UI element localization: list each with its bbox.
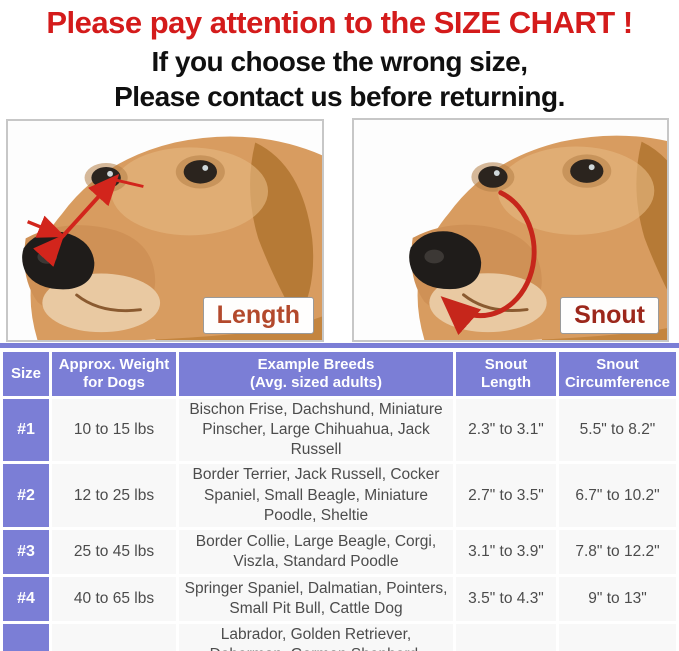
length-measurement-photo: Length	[6, 119, 324, 342]
cell-size: #1	[3, 399, 49, 462]
table-row: #2 12 to 25 lbs Border Terrier, Jack Rus…	[3, 464, 676, 527]
cell-breeds: Springer Spaniel, Dalmatian, Pointers, S…	[179, 576, 453, 621]
col-header-label: Size	[10, 365, 41, 383]
cell-snout-circumference: 5.5" to 8.2"	[559, 399, 676, 462]
dog-head-illustration	[8, 121, 322, 340]
size-chart-table: Size Approx. Weight for Dogs Example Bre…	[0, 349, 679, 651]
length-arrow-icon	[26, 173, 144, 267]
col-header-label: (Avg. sized adults)	[250, 374, 382, 391]
subtitle-line-2: Please contact us before returning.	[114, 81, 565, 112]
cell-breeds: Labrador, Golden Retriever, Doberman, Ge…	[179, 623, 453, 651]
cell-weight: 40 to 65 lbs	[52, 576, 176, 621]
cell-size: #5	[3, 623, 49, 651]
cell-breeds: Border Collie, Large Beagle, Corgi, Visz…	[179, 529, 453, 574]
col-header-label: Example Breeds	[257, 356, 375, 374]
cell-weight: 60 to 90 lbs	[52, 623, 176, 651]
col-header-snout-circumference: Snout Circumference	[559, 352, 676, 396]
table-row: #5 60 to 90 lbs Labrador, Golden Retriev…	[3, 623, 676, 651]
col-header-label: Circumference	[564, 374, 671, 391]
col-header-snout-length: Snout Length	[456, 352, 556, 396]
page-title: Please pay attention to the SIZE CHART !	[46, 5, 633, 40]
col-header-size: Size	[3, 352, 49, 396]
snout-measurement-photo: Snout	[352, 118, 669, 342]
cell-snout-circumference: 9" to 13"	[559, 576, 676, 621]
cell-size: #2	[3, 464, 49, 527]
cell-snout-circumference: 7.8" to 12.2"	[559, 529, 676, 574]
cell-snout-circumference: 6.7" to 10.2"	[559, 464, 676, 527]
col-header-label: Approx. Weight	[58, 356, 170, 374]
cell-snout-length: 3.5" to 4.3"	[456, 576, 556, 621]
table-row: #3 25 to 45 lbs Border Collie, Large Bea…	[3, 529, 676, 574]
cell-snout-length: 3.1" to 3.9"	[456, 529, 556, 574]
subtitle-line-1: If you choose the wrong size,	[151, 46, 529, 77]
cell-snout-length: 2.7" to 3.5"	[456, 464, 556, 527]
cell-breeds: Border Terrier, Jack Russell, Cocker Spa…	[179, 464, 453, 527]
col-header-breeds: Example Breeds (Avg. sized adults)	[179, 352, 453, 396]
divider	[0, 343, 679, 348]
snout-label: Snout	[560, 297, 659, 334]
col-header-label: for Dogs	[83, 374, 145, 391]
length-label: Length	[202, 297, 314, 334]
cell-weight: 12 to 25 lbs	[52, 464, 176, 527]
snout-circle-icon	[440, 190, 537, 336]
cell-snout-circumference: 11" to 14.9"	[559, 623, 676, 651]
col-header-label: Snout	[484, 356, 528, 374]
cell-snout-length: 2.3" to 3.1"	[456, 399, 556, 462]
cell-breeds: Bischon Frise, Dachshund, Miniature Pins…	[179, 399, 453, 462]
cell-snout-length: 3.9" to 4.7"	[456, 623, 556, 651]
col-header-label: Length	[481, 374, 531, 391]
table-row: #4 40 to 65 lbs Springer Spaniel, Dalmat…	[3, 576, 676, 621]
cell-size: #3	[3, 529, 49, 574]
col-header-weight: Approx. Weight for Dogs	[52, 352, 176, 396]
cell-size: #4	[3, 576, 49, 621]
table-row: #1 10 to 15 lbs Bischon Frise, Dachshund…	[3, 399, 676, 462]
col-header-label: Snout	[596, 356, 639, 374]
cell-weight: 10 to 15 lbs	[52, 399, 176, 462]
cell-weight: 25 to 45 lbs	[52, 529, 176, 574]
table-header-row: Size Approx. Weight for Dogs Example Bre…	[3, 352, 676, 396]
